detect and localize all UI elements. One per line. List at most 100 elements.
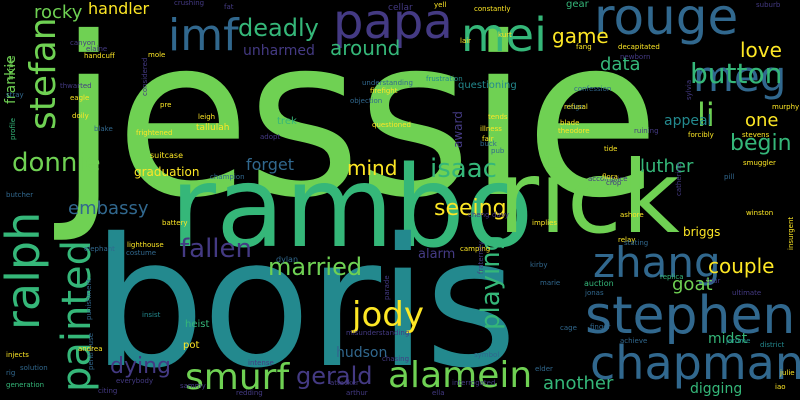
word: achieve — [620, 337, 648, 345]
word: district — [760, 341, 785, 349]
word: li — [697, 96, 715, 134]
word: crushing — [174, 0, 205, 7]
word: considered — [141, 57, 149, 96]
word: newborn — [620, 53, 651, 61]
word: murphy — [772, 103, 800, 111]
word: elaine — [86, 45, 108, 53]
word: lair — [460, 37, 472, 45]
word: jonas — [585, 289, 604, 297]
word: stevens — [742, 131, 770, 139]
word: ridge — [566, 103, 585, 111]
word: fair — [482, 135, 494, 143]
word: ashore — [620, 211, 644, 219]
word: blade — [560, 119, 580, 127]
word: canyon — [70, 39, 96, 47]
word: cellar — [388, 3, 413, 13]
word: insist — [142, 311, 161, 319]
word: love — [740, 38, 782, 62]
word: pre — [160, 101, 172, 109]
word: game — [552, 24, 609, 48]
word: goat — [672, 274, 713, 295]
word: handcuff — [84, 52, 115, 60]
word: kirby — [530, 261, 548, 269]
word: embassy — [68, 198, 149, 219]
word: begin — [730, 131, 792, 156]
word: another — [543, 373, 614, 394]
word: rouge — [594, 0, 739, 46]
word: briggs — [683, 225, 721, 239]
word: misunderstanding — [346, 329, 410, 337]
word: buck — [480, 140, 497, 148]
word: illness — [480, 125, 502, 133]
word: yell — [434, 1, 447, 9]
word: around — [330, 36, 401, 60]
word: costume — [126, 249, 157, 257]
word: alarm — [418, 247, 456, 262]
word: dylan — [276, 255, 299, 264]
word: mind — [347, 156, 398, 180]
word: parade — [383, 275, 391, 300]
word: cage — [560, 324, 577, 332]
word: solution — [20, 364, 48, 372]
word: relay — [618, 236, 636, 244]
word: elephant — [84, 245, 115, 253]
word: cheng — [468, 211, 490, 219]
word: couple — [708, 254, 775, 278]
word: boris — [92, 200, 517, 400]
word: chapman — [590, 336, 800, 390]
word: interrogated — [452, 379, 496, 387]
word: papa — [333, 0, 453, 50]
word: stating — [624, 239, 649, 247]
word: confession — [574, 85, 612, 93]
word: implies — [532, 219, 558, 227]
word: citing — [98, 387, 118, 395]
word: suitcase — [150, 151, 183, 160]
word: elder — [535, 365, 553, 373]
word: finger — [590, 323, 611, 331]
word: questioning — [458, 80, 517, 91]
word: battery — [162, 219, 188, 227]
word: pub — [491, 147, 505, 155]
word: zhang — [593, 238, 721, 287]
word: midst — [708, 331, 748, 347]
word: tallulah — [196, 123, 230, 133]
word: gerald — [296, 362, 373, 390]
word: intense — [248, 359, 274, 367]
word: frustration — [426, 75, 463, 83]
word: punishment — [85, 278, 93, 320]
word: pot — [183, 340, 200, 351]
word: andrea — [78, 345, 103, 353]
word: doily — [72, 112, 89, 120]
word: stray — [6, 91, 24, 99]
word: catherine — [675, 162, 683, 196]
word: rick — [498, 139, 680, 256]
word: isaac — [430, 154, 497, 184]
word: fallen — [180, 234, 253, 264]
word: married — [268, 253, 363, 281]
word: unharmed — [243, 43, 315, 59]
word: jessie — [58, 0, 660, 246]
word: generation — [6, 381, 45, 389]
word: profile — [9, 117, 17, 140]
word: fraternity — [477, 241, 485, 274]
word: refusal — [564, 103, 588, 111]
word: frightened — [136, 129, 173, 137]
word: trek — [277, 116, 297, 127]
word: forcibly — [688, 131, 714, 139]
word: tends — [488, 113, 508, 121]
word: alamein — [388, 355, 533, 396]
word: redding — [236, 389, 263, 397]
word: injects — [6, 351, 29, 359]
word: pill — [724, 173, 735, 181]
word: arthur — [346, 389, 368, 397]
word: champion — [210, 173, 245, 181]
word: rambo — [170, 143, 534, 273]
word: smuggler — [743, 159, 776, 167]
word: luther — [640, 156, 694, 177]
word: theodore — [558, 127, 590, 135]
word: tour — [706, 277, 721, 285]
word: data — [600, 54, 641, 75]
word: appeal — [664, 113, 712, 129]
word: graduation — [134, 165, 200, 179]
word: leigh — [198, 113, 216, 121]
